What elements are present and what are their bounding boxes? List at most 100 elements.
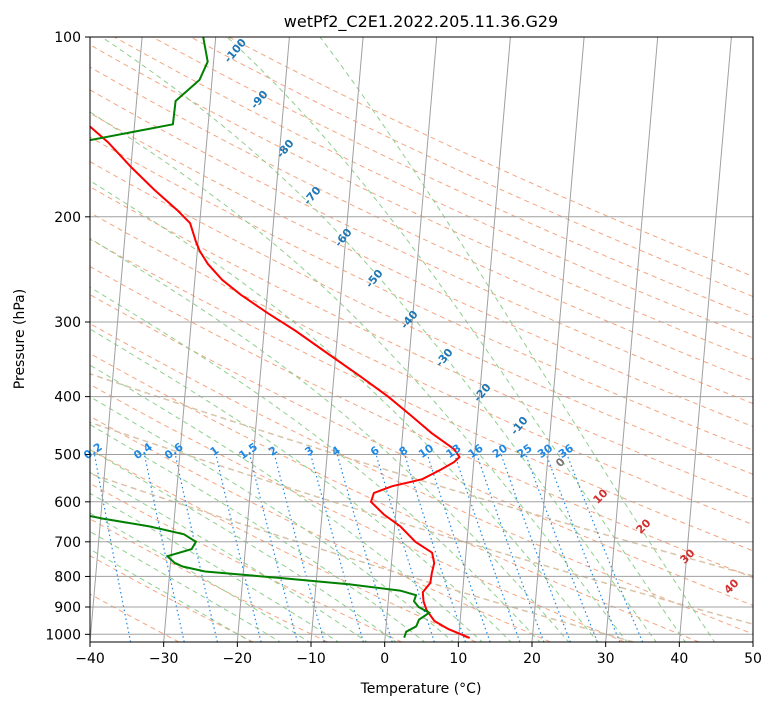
isotherm [236, 37, 290, 642]
moist-adiabat [101, 37, 657, 642]
mixing-ratio-label: 2 [266, 444, 280, 459]
mixing-ratio-label: 25 [515, 442, 535, 461]
x-axis: −40 −30 −20 −10 0 10 20 30 40 50 [75, 642, 762, 667]
y-tick-label: 100 [54, 30, 81, 46]
chart-title: wetPf2_C2E1.2022.205.11.36.G29 [284, 12, 558, 32]
dry-adiabat [90, 294, 753, 607]
mixing-ratio-label: 30 [535, 441, 555, 461]
moist-adiabat [90, 492, 340, 642]
moist-adiabat-label: 30 [678, 546, 698, 566]
y-tick-label: 700 [54, 535, 81, 551]
dry-adiabat [90, 89, 753, 405]
dry-adiabat-label: -80 [274, 137, 297, 161]
mixing-ratio-line [174, 454, 218, 642]
dry-adiabat-label: -70 [301, 184, 324, 208]
moist-adiabat [90, 396, 455, 642]
y-axis-label: Pressure (hPa) [12, 289, 28, 389]
y-axis: 1000 900 800 700 600 500 400 300 200 100 [45, 30, 90, 643]
x-tick-label: 30 [597, 651, 615, 667]
mixing-ratio-line [375, 454, 435, 642]
x-tick-label: −20 [223, 651, 253, 667]
dry-adiabat-label: -40 [398, 308, 421, 332]
mixing-ratio-line [476, 454, 545, 642]
dry-adiabat [114, 37, 753, 339]
dry-adiabat-label: -20 [471, 381, 494, 405]
isotherm [457, 37, 511, 642]
moist-adiabat [90, 111, 628, 642]
dry-adiabat [90, 44, 753, 360]
mixing-ratio-line [93, 454, 132, 642]
dry-adiabat [90, 212, 753, 526]
mixing-ratio-line [215, 454, 262, 642]
plot-frame [89, 36, 754, 643]
isotherm [384, 37, 438, 642]
x-tick-label: 0 [380, 651, 389, 667]
moist-adiabat [90, 180, 599, 642]
profile-line [90, 514, 432, 639]
x-axis-label: Temperature (°C) [360, 681, 482, 697]
isotherm [605, 37, 659, 642]
x-tick-label: −40 [75, 651, 105, 667]
y-tick-label: 900 [54, 600, 81, 616]
mixing-ratio-label: 4 [329, 444, 343, 459]
mixing-ratio-line [426, 454, 491, 642]
moist-adiabat [319, 37, 716, 642]
x-tick-label: −10 [296, 651, 326, 667]
moist-adiabat-label: 40 [722, 576, 742, 596]
dry-adiabat [90, 555, 254, 642]
dry-adiabat [90, 136, 753, 451]
y-tick-label: 300 [54, 315, 81, 331]
mixing-ratio-label: 3 [303, 444, 317, 459]
mixing-ratio-label: 0.6 [162, 440, 186, 462]
y-tick-label: 400 [54, 390, 81, 406]
background-isoline [90, 372, 753, 577]
dry-adiabat-label: -60 [332, 226, 355, 250]
isotherm [163, 37, 217, 642]
background-lines [90, 37, 753, 642]
mixing-ratio-label: 1 [208, 444, 222, 459]
moist-adiabat [90, 424, 426, 642]
x-tick-label: 10 [449, 651, 467, 667]
y-tick-label: 500 [54, 448, 81, 464]
x-tick-label: 50 [744, 651, 762, 667]
dry-adiabat [90, 482, 402, 642]
moist-adiabat [90, 237, 570, 642]
moist-adiabat [90, 530, 282, 642]
dry-adiabat [90, 161, 753, 475]
y-tick-label: 800 [54, 569, 81, 585]
mixing-ratio-line [454, 454, 521, 642]
moist-adiabat-label: 20 [634, 516, 654, 536]
y-tick-label: 1000 [45, 627, 81, 643]
dry-adiabat [90, 323, 753, 635]
isotherm [90, 37, 143, 642]
background-isoline [90, 421, 753, 625]
dry-adiabat-label: -50 [363, 267, 386, 291]
mixing-ratio-label: 8 [397, 444, 411, 459]
isotherm [310, 37, 364, 642]
moist-adiabat [90, 328, 512, 642]
dry-adiabat-label: -10 [508, 414, 531, 438]
moist-adiabat-label: 10 [591, 486, 611, 506]
dry-adiabat [90, 518, 328, 642]
dry-adiabat [90, 265, 753, 579]
dry-adiabat [90, 448, 477, 642]
x-tick-label: 40 [670, 651, 688, 667]
mixing-ratio-line [249, 454, 299, 642]
dry-adiabat [90, 415, 551, 642]
moist-adiabat [90, 286, 541, 642]
mixing-ratio-line [404, 454, 466, 642]
mixing-ratio-label: 0.2 [81, 440, 104, 462]
moist-adiabat [90, 512, 311, 642]
moist-adiabat [90, 471, 368, 642]
dry-adiabat [90, 112, 753, 428]
series-layer [90, 37, 471, 639]
background-isoline [90, 472, 634, 642]
profile-line [90, 125, 471, 639]
mixing-ratio-label: 1.5 [237, 440, 260, 462]
y-tick-label: 200 [54, 210, 81, 226]
dry-adiabat [90, 352, 700, 642]
isotherm [752, 636, 753, 642]
y-tick-label: 600 [54, 495, 81, 511]
mixing-ratio-label: 0.4 [131, 440, 155, 462]
